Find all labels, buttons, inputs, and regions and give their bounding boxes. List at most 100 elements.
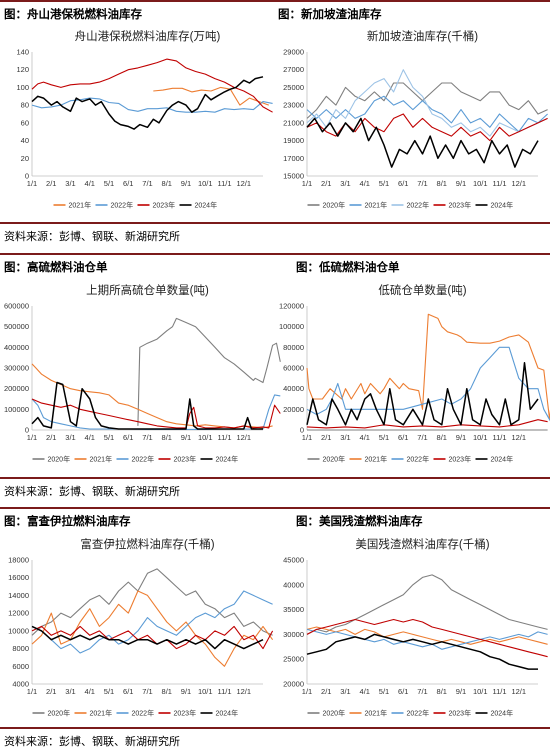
y-tick-label: 6000 — [12, 662, 29, 671]
legend-label: 2023年 — [174, 709, 197, 718]
legend-label: 2022年 — [132, 455, 155, 464]
legend-label: 2021年 — [90, 455, 113, 464]
y-tick-label: 0 — [300, 426, 304, 435]
x-tick-label: 7/1 — [417, 179, 427, 188]
x-tick-label: 9/1 — [181, 687, 191, 696]
x-tick-label: 12/1 — [236, 433, 251, 442]
y-tick-label: 10000 — [8, 626, 29, 635]
x-tick-label: 11/1 — [217, 433, 231, 442]
series-line — [306, 628, 548, 650]
series-line — [306, 82, 548, 119]
chart-4-header: 图：低硫燃料油仓单 — [296, 260, 400, 274]
x-tick-label: 10/1 — [473, 433, 488, 442]
y-tick-label: 17000 — [283, 154, 304, 163]
x-tick-label: 7/1 — [417, 433, 427, 442]
y-tick-label: 0 — [25, 426, 29, 435]
x-tick-label: 7/1 — [142, 433, 152, 442]
legend-label: 2023年 — [449, 201, 472, 210]
legend-label: 2023年 — [153, 201, 176, 210]
x-tick-label: 9/1 — [181, 433, 191, 442]
x-tick-label: 4/1 — [85, 433, 95, 442]
legend-label: 2020年 — [48, 455, 71, 464]
x-tick-label: 3/1 — [65, 179, 75, 188]
y-tick-label: 21000 — [283, 118, 304, 127]
legend-label: 2020年 — [323, 201, 346, 210]
chart-5-header: 图：富查伊拉燃料油库存 — [4, 514, 131, 528]
x-tick-label: 5/1 — [379, 179, 389, 188]
series-line — [31, 625, 274, 650]
y-tick-label: 16000 — [8, 573, 29, 582]
y-tick-label: 25000 — [283, 83, 304, 92]
y-tick-label: 12000 — [8, 609, 29, 618]
x-tick-label: 6/1 — [398, 687, 408, 696]
x-tick-label: 2/1 — [321, 687, 331, 696]
y-tick-label: 27000 — [283, 65, 304, 74]
x-tick-label: 4/1 — [360, 433, 370, 442]
x-tick-label: 5/1 — [379, 687, 389, 696]
x-tick-label: 11/1 — [492, 179, 506, 188]
x-tick-label: 6/1 — [123, 179, 133, 188]
x-tick-label: 12/1 — [511, 179, 526, 188]
x-tick-label: 6/1 — [123, 433, 133, 442]
legend-label: 2021年 — [365, 201, 388, 210]
legend-label: 2022年 — [111, 201, 134, 210]
x-tick-label: 1/1 — [27, 687, 37, 696]
series-line — [306, 346, 550, 422]
x-tick-label: 7/1 — [142, 179, 152, 188]
legend-label: 2021年 — [365, 709, 388, 718]
series-line — [153, 86, 269, 106]
chart-title: 低硫仓单数量(吨) — [378, 283, 466, 297]
x-tick-label: 11/1 — [217, 179, 231, 188]
x-tick-label: 2/1 — [321, 179, 331, 188]
x-tick-label: 11/1 — [217, 687, 231, 696]
series-line — [137, 317, 281, 426]
legend-label: 2024年 — [195, 201, 218, 210]
x-tick-label: 10/1 — [198, 433, 213, 442]
x-tick-label: 8/1 — [162, 687, 172, 696]
x-tick-label: 11/1 — [492, 433, 506, 442]
series-line — [306, 574, 548, 635]
y-tick-label: 23000 — [283, 101, 304, 110]
chart-1-header: 图：舟山港保税燃料油库存 — [4, 7, 142, 21]
y-tick-label: 100000 — [279, 322, 304, 331]
y-tick-label: 15000 — [283, 172, 304, 181]
legend-label: 2023年 — [449, 455, 472, 464]
x-tick-label: 1/1 — [27, 179, 37, 188]
source-note: 资料来源：彭博、钢联、新湖研究所 — [4, 485, 180, 498]
legend-label: 2023年 — [449, 709, 472, 718]
y-tick-label: 20000 — [283, 405, 304, 414]
series-line — [306, 313, 550, 421]
section-rule — [0, 222, 550, 224]
legend-label: 2022年 — [407, 709, 430, 718]
section-top-rule — [0, 0, 550, 2]
x-tick-label: 6/1 — [398, 433, 408, 442]
x-tick-label: 6/1 — [398, 179, 408, 188]
x-tick-label: 3/1 — [340, 433, 350, 442]
x-tick-label: 2/1 — [321, 433, 331, 442]
y-tick-label: 60 — [21, 118, 29, 127]
series-line — [31, 58, 273, 113]
chart-us-residual-inventory: 美国残渣燃料油库存(千桶) 20000 25000 30000 35000 40000 45… — [283, 537, 548, 718]
series-line — [31, 590, 274, 667]
y-tick-label: 300000 — [4, 364, 29, 373]
x-tick-label: 3/1 — [340, 687, 350, 696]
section-rule — [0, 727, 550, 729]
x-tick-label: 10/1 — [473, 179, 488, 188]
x-tick-label: 12/1 — [511, 687, 526, 696]
series-line — [31, 625, 264, 650]
series-line — [306, 69, 548, 137]
legend-label: 2020年 — [323, 709, 346, 718]
y-tick-label: 80 — [21, 101, 29, 110]
y-tick-label: 500000 — [4, 322, 29, 331]
x-tick-label: 5/1 — [104, 179, 114, 188]
legend-label: 2024年 — [216, 709, 239, 718]
y-tick-label: 100000 — [4, 405, 29, 414]
y-tick-label: 20000 — [283, 680, 304, 689]
y-tick-label: 140 — [16, 48, 29, 57]
chart-singapore-inventory: 新加坡渣油库存(千桶) 15000 17000 19000 21000 23000 2500… — [283, 29, 548, 210]
y-tick-label: 60000 — [283, 364, 304, 373]
legend-label: 2020年 — [48, 709, 71, 718]
y-tick-label: 120000 — [279, 302, 304, 311]
chart-zhoushan-inventory: 舟山港保税燃料油库存(万吨) 0 20 40 60 80 100 120 140 1/1 2/1 3/… — [16, 29, 273, 210]
x-tick-label: 8/1 — [437, 687, 447, 696]
